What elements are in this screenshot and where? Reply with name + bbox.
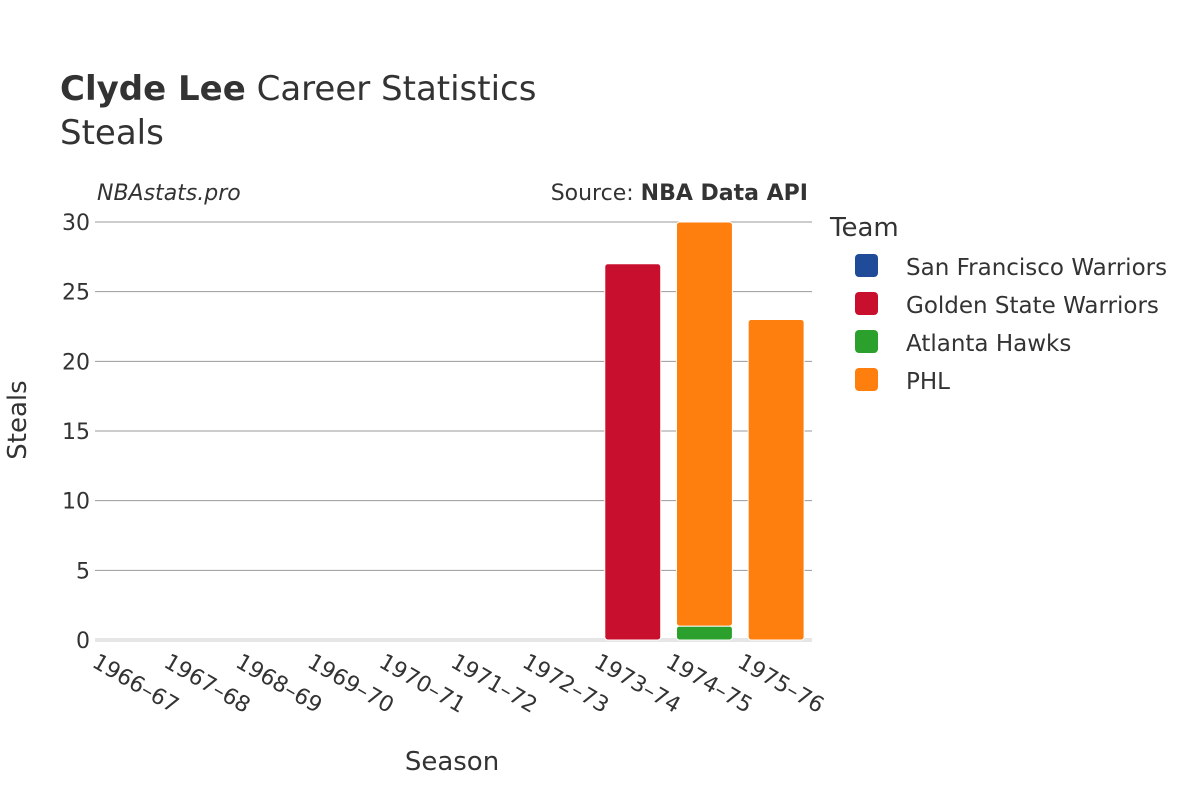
y-axis-title: Steals [3,380,33,459]
player-name: Clyde Lee [60,69,246,109]
y-tick-label: 0 [76,629,90,654]
y-tick-label: 25 [62,281,90,306]
legend-swatch [855,330,878,353]
source-name: NBA Data API [641,181,808,206]
legend: San Francisco Warriors Golden State Warri… [855,254,1167,395]
x-axis-title: Season [405,747,499,777]
legend-swatch [855,254,878,277]
source-credit: Source: NBA Data API [551,181,808,206]
legend-label: Atlanta Hawks [906,331,1071,357]
site-credit: NBAstats.pro [97,181,241,206]
chart-title: Clyde Lee Career Statistics [60,69,536,109]
legend-label: Golden State Warriors [906,293,1159,319]
bar-segment [604,263,662,641]
source-prefix: Source: [551,181,641,206]
bars [604,221,805,641]
y-tick-labels: 0 5 10 15 20 25 30 [62,211,90,654]
y-tick-label: 10 [62,490,90,515]
y-tick-label: 5 [76,559,90,584]
bar-segment [675,625,733,641]
title-suffix: Career Statistics [246,69,537,109]
bar-segment [747,319,805,641]
legend-title: Team [829,213,899,243]
legend-swatch [855,292,878,315]
chart-subtitle: Steals [60,113,164,153]
y-tick-label: 30 [62,211,90,236]
legend-swatch [855,368,878,391]
bar-segment [675,221,733,627]
legend-label: San Francisco Warriors [906,255,1167,281]
y-tick-label: 15 [62,420,90,445]
x-tick-labels: 1966–671967–681968–691969–701970–711971–… [88,650,828,719]
legend-label: PHL [906,369,950,395]
y-tick-label: 20 [62,350,90,375]
